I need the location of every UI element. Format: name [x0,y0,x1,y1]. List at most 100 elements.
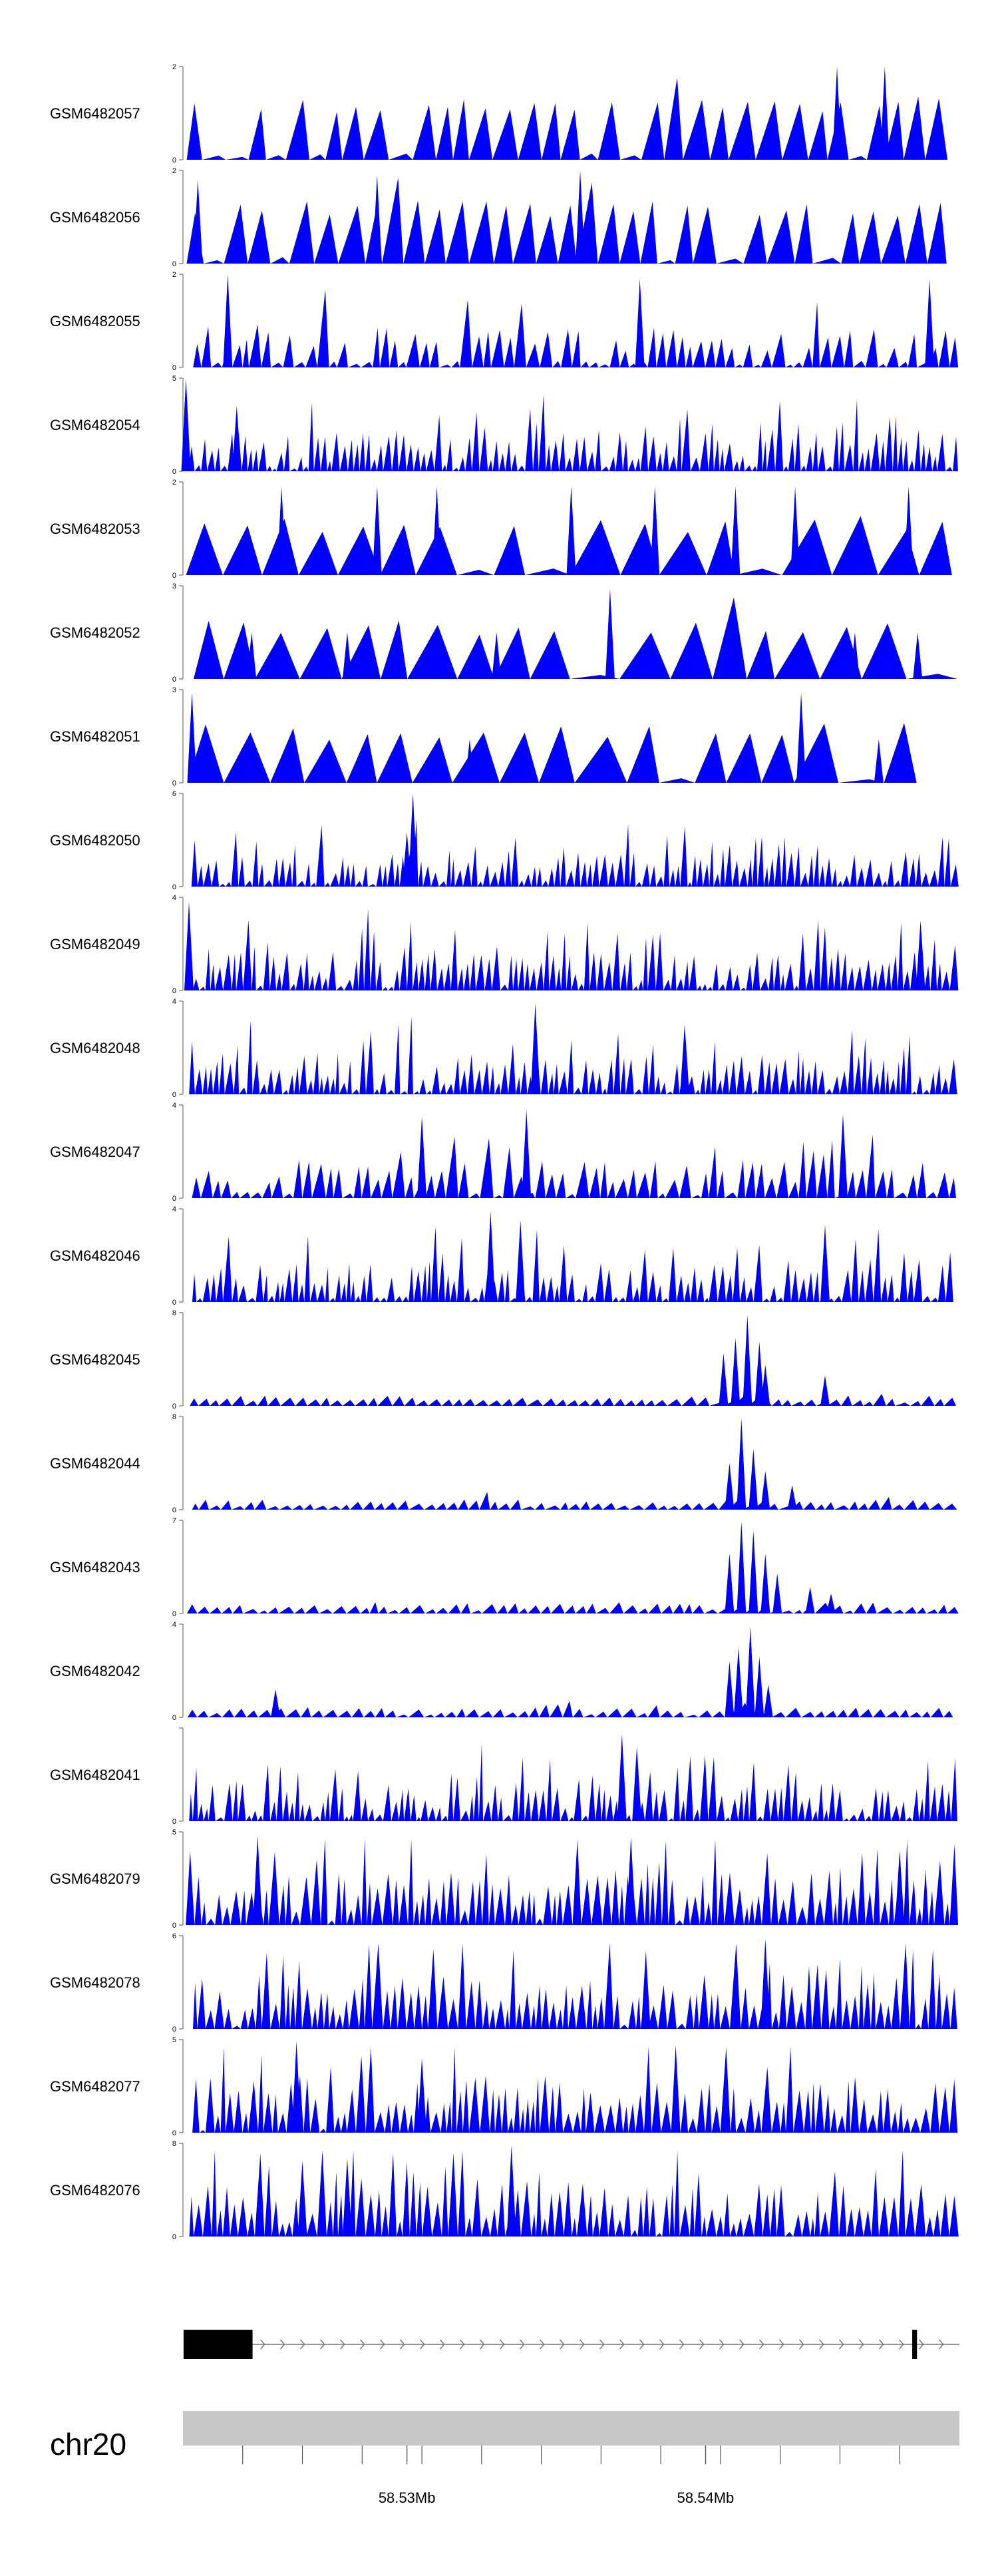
coverage-peak [576,170,585,264]
coverage-track: GSM6482051 3 0 [50,686,959,787]
coverage-peak [464,739,474,783]
coverage-area [183,1492,959,1510]
strand-arrow [899,2339,904,2350]
y-max-label: 8 [172,2140,176,2148]
coverage-track: GSM6482056 2 0 [50,167,959,268]
coverage-area [183,2151,959,2237]
coverage-peak [874,739,884,783]
track-label: GSM6482041 [50,1767,140,1783]
coverage-peak [247,632,257,679]
coverage-peak [737,1418,747,1510]
coverage-peak [253,1835,263,1925]
coverage-peak [743,1315,752,1406]
y-min-label: 0 [172,676,176,684]
coverage-track: GSM6482054 5 0 [50,375,959,476]
coverage-peak [733,1647,743,1717]
coverage-peak [232,406,242,471]
coverage-peak [915,921,925,990]
y-min-label: 0 [172,2233,176,2241]
exon-block [183,2330,253,2359]
coverage-peak [617,1734,627,1821]
coverage-peak [223,274,233,367]
y-min-label: 0 [172,1922,176,1930]
coverage-track: GSM6482045 8 0 [50,1309,959,1410]
coverage-peak [187,692,197,783]
coverage-peak [277,487,287,575]
coverage-peak [731,487,741,575]
y-max-label: 2 [172,271,176,279]
track-label: GSM6482046 [50,1247,140,1264]
coverage-peak [832,67,842,160]
coverage-peak [725,1554,735,1613]
coverage-peak [271,1689,281,1717]
coverage-track: GSM6482041 0 [50,1727,959,1826]
coverage-area [183,909,959,990]
coverage-peak [760,1938,770,2029]
coverage-peak [719,1353,729,1406]
y-min-label: 0 [172,2129,176,2137]
y-min-label: 0 [172,1506,176,1514]
track-label: GSM6482053 [50,521,140,537]
exon-block [912,2330,917,2359]
y-min-label: 0 [172,1195,176,1203]
coverage-peak [486,1211,496,1302]
strand-arrow [360,2339,365,2350]
coverage-track: GSM6482049 4 0 [50,894,959,995]
strand-arrow [440,2339,445,2350]
coverage-area [183,597,959,679]
strand-arrow [679,2339,685,2350]
track-label: GSM6482077 [50,2078,140,2095]
coverage-peak [733,632,743,679]
coverage-area [183,1226,959,1302]
strand-arrow [520,2339,525,2350]
strand-arrow [779,2339,784,2350]
coverage-area [183,819,959,887]
track-label: GSM6482051 [50,728,140,745]
coverage-track: GSM6482048 4 0 [50,998,959,1099]
coverage-area [183,290,959,367]
coverage-peak [895,1850,905,1925]
y-max-label: 5 [172,2036,176,2044]
track-label: GSM6482049 [50,936,140,953]
coverage-track: GSM6482052 3 0 [50,582,959,684]
coverage-track: GSM6482057 2 0 [50,63,959,164]
y-max-label: 2 [172,167,176,175]
coverage-peak [680,1024,690,1094]
coverage-peak [516,1220,526,1302]
coverage-peak [626,1837,636,1925]
y-max-label: 4 [172,894,176,902]
coverage-track: GSM6482046 4 0 [50,1205,959,1307]
coverage-peak [725,1661,735,1717]
axis-tick-label: 58.53Mb [379,2489,436,2506]
coverage-peak [745,1626,755,1717]
chromosome-ideogram-track: chr20 [50,2411,959,2462]
track-label: GSM6482079 [50,1870,140,1887]
strand-arrow [260,2339,265,2350]
strand-arrow [739,2339,745,2350]
coverage-peak [635,279,645,367]
track-label: GSM6482047 [50,1144,140,1160]
strand-arrow [919,2339,924,2350]
strand-arrow [500,2339,505,2350]
y-max-label: 5 [172,1828,176,1836]
coverage-peak [181,378,191,471]
y-max-label: 4 [172,1621,176,1629]
chromosome-label: chr20 [50,2427,126,2462]
coverage-peak [748,1449,758,1510]
y-max-label: 4 [172,998,176,1006]
strand-arrow [799,2339,804,2350]
y-max-label: 8 [172,1413,176,1421]
coverage-area [183,1839,959,1925]
track-label: GSM6482055 [50,313,140,329]
y-min-label: 0 [172,779,176,787]
coverage-peak [408,793,418,887]
coverage-peak [372,175,382,264]
coverage-peak [671,2045,681,2133]
y-max-label: 4 [172,1205,176,1213]
track-label: GSM6482052 [50,624,140,641]
track-label: GSM6482048 [50,1040,140,1056]
coverage-track: GSM6482047 4 0 [50,1102,959,1203]
y-max-label: 3 [172,686,176,694]
coverage-area [183,1016,959,1094]
coverage-peak [763,1685,773,1717]
